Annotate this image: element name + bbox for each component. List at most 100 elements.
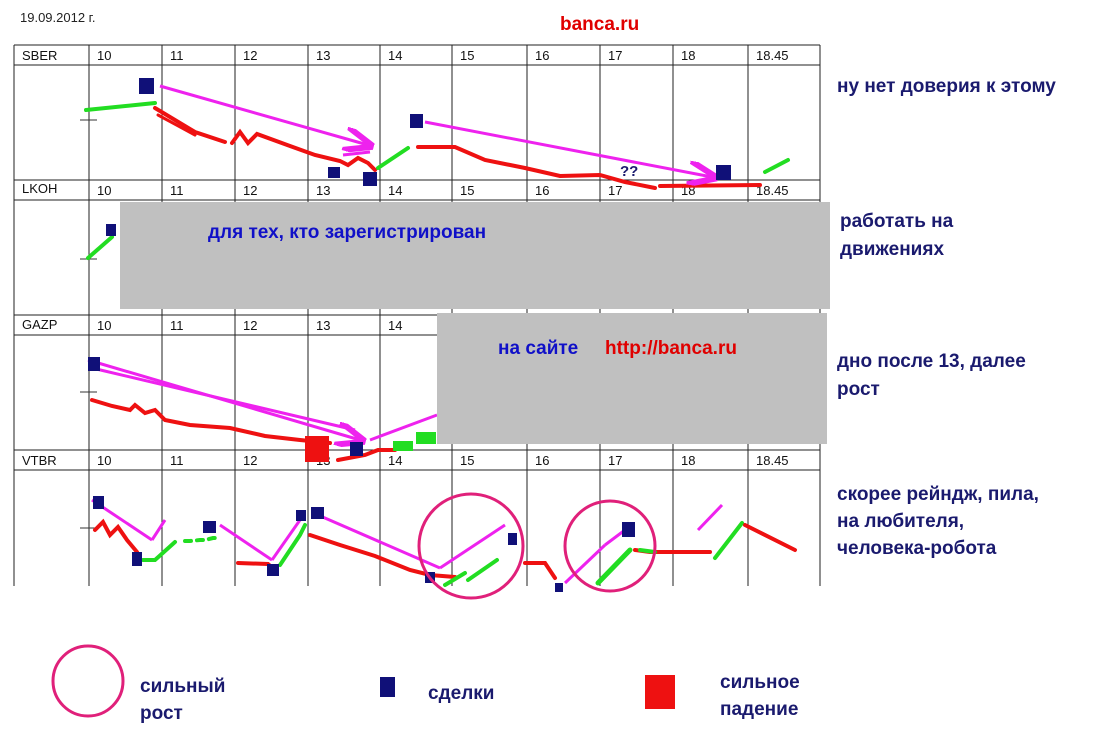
- tick-label-0-6: 16: [535, 48, 549, 63]
- tick-label-0-8: 18: [681, 48, 695, 63]
- tick-label-1-3: 13: [316, 183, 330, 198]
- tick-label-3-6: 16: [535, 453, 549, 468]
- sber-deal-2: [410, 114, 423, 128]
- legend-strong-fall-label-2: падение: [720, 699, 798, 720]
- sber-series: ??: [80, 78, 790, 190]
- gazp-arrow-3: [369, 413, 438, 442]
- vtbr-arrow-8: [604, 528, 626, 547]
- lkoh-series: [80, 224, 116, 260]
- vtbr-deal-1: [93, 496, 104, 509]
- legend-circle-label-1: сильный: [140, 676, 225, 697]
- tick-label-3-4: 14: [388, 453, 402, 468]
- comment-vtbr-3: человека-робота: [837, 538, 997, 559]
- sber-down-2: [156, 113, 197, 137]
- ticker-lkoh: LKOH: [22, 181, 57, 196]
- vtbr-arrow-4: [270, 519, 302, 561]
- vtbr-down-4: [523, 561, 557, 580]
- tick-label-3-2: 12: [243, 453, 257, 468]
- gazp-up-bar-1: [393, 441, 413, 451]
- sber-down-4: [416, 145, 657, 190]
- sber-down-3: [230, 128, 377, 172]
- overlay-site-url[interactable]: http://banca.ru: [605, 338, 737, 359]
- gazp-series: [80, 357, 438, 462]
- tick-label-2-0: 10: [97, 318, 111, 333]
- legend-circle-icon: [51, 644, 125, 718]
- legend-strong-fall-icon: [645, 675, 675, 709]
- gazp-down-2: [336, 448, 397, 462]
- tick-label-2-4: 14: [388, 318, 402, 333]
- comment-vtbr-2: на любителя,: [837, 511, 964, 532]
- comment-sber: ну нет доверия к этому: [837, 76, 1056, 97]
- ticker-sber: SBER: [22, 48, 57, 63]
- gazp-deal-2: [350, 442, 363, 456]
- vtbr-up-6: [600, 553, 627, 582]
- vtbr-deal-8: [508, 533, 517, 545]
- tick-label-2-2: 12: [243, 318, 257, 333]
- lkoh-up-1: [86, 235, 114, 260]
- tick-label-3-0: 10: [97, 453, 111, 468]
- vtbr-up-2: [278, 523, 307, 567]
- vtbr-arrow-2: [150, 519, 167, 541]
- vtbr-deal-2: [132, 552, 142, 566]
- tick-label-2-1: 11: [170, 318, 184, 333]
- site-title: banca.ru: [560, 14, 639, 35]
- ticker-gazp: GAZP: [22, 317, 57, 332]
- tick-label-1-2: 12: [243, 183, 257, 198]
- vtbr-up-1: [141, 540, 177, 562]
- vtbr-arrow-9: [696, 503, 724, 532]
- tick-label-1-1: 11: [170, 183, 184, 198]
- vtbr-deal-6: [311, 507, 324, 519]
- vtbr-deal-9: [555, 583, 563, 592]
- tick-label-3-5: 15: [460, 453, 474, 468]
- tick-label-3-1: 11: [170, 453, 184, 468]
- vtbr-down-1: [93, 518, 139, 554]
- tick-label-1-5: 15: [460, 183, 474, 198]
- legend-circle-label-2: рост: [140, 703, 183, 724]
- overlay-registered-text: для тех, кто зарегистрирован: [208, 222, 486, 243]
- sber-arrow-1: [159, 84, 368, 145]
- sber-arrow-3: [424, 120, 712, 177]
- comment-gazp-1: дно после 13, далее: [837, 351, 1026, 372]
- tick-label-0-2: 12: [243, 48, 257, 63]
- sber-up-2: [376, 146, 410, 170]
- tick-label-2-3: 13: [316, 318, 330, 333]
- vtbr-down-3: [308, 533, 457, 579]
- sber-deal-4: [363, 172, 377, 186]
- sber-deal-3: [328, 167, 340, 178]
- tick-label-1-7: 17: [608, 183, 622, 198]
- vtbr-deal-4: [267, 564, 279, 576]
- sber-flat: [658, 183, 762, 188]
- vtbr-arrow-7: [563, 543, 607, 585]
- gazp-arrow-2: [91, 366, 356, 432]
- tick-label-0-5: 15: [460, 48, 474, 63]
- tick-label-0-9: 18.45: [756, 48, 789, 63]
- vtbr-down-5: [743, 523, 797, 552]
- vtbr-up-dots: [183, 536, 220, 543]
- sber-up-3: [763, 158, 790, 174]
- vtbr-deal-3: [203, 521, 216, 533]
- tick-label-0-3: 13: [316, 48, 330, 63]
- tick-label-1-4: 14: [388, 183, 402, 198]
- overlay-on-site-text: на сайте: [498, 338, 578, 359]
- vtbr-deal-5: [296, 510, 306, 521]
- gazp-down-1: [90, 398, 332, 445]
- legend-strong-fall-label-1: сильное: [720, 672, 800, 693]
- vtbr-up-8: [713, 521, 744, 560]
- sber-deal-1: [139, 78, 154, 94]
- sber-deal-5: [716, 165, 731, 180]
- sber-arrow-2: [342, 150, 371, 157]
- sber-up-1: [84, 101, 157, 112]
- vtbr-series: [80, 492, 797, 600]
- tick-label-3-9: 18.45: [756, 453, 789, 468]
- gazp-up-bar-2: [416, 432, 436, 444]
- tick-label-1-9: 18.45: [756, 183, 789, 198]
- vtbr-strong-growth-circle-2: [563, 499, 657, 593]
- tick-label-1-0: 10: [97, 183, 111, 198]
- vtbr-up-4: [466, 558, 499, 582]
- chart-grid: [13, 44, 821, 586]
- comment-lkoh-2: движениях: [840, 239, 944, 260]
- tick-label-1-6: 16: [535, 183, 549, 198]
- tick-label-3-8: 18: [681, 453, 695, 468]
- vtbr-arrow-3: [219, 523, 273, 562]
